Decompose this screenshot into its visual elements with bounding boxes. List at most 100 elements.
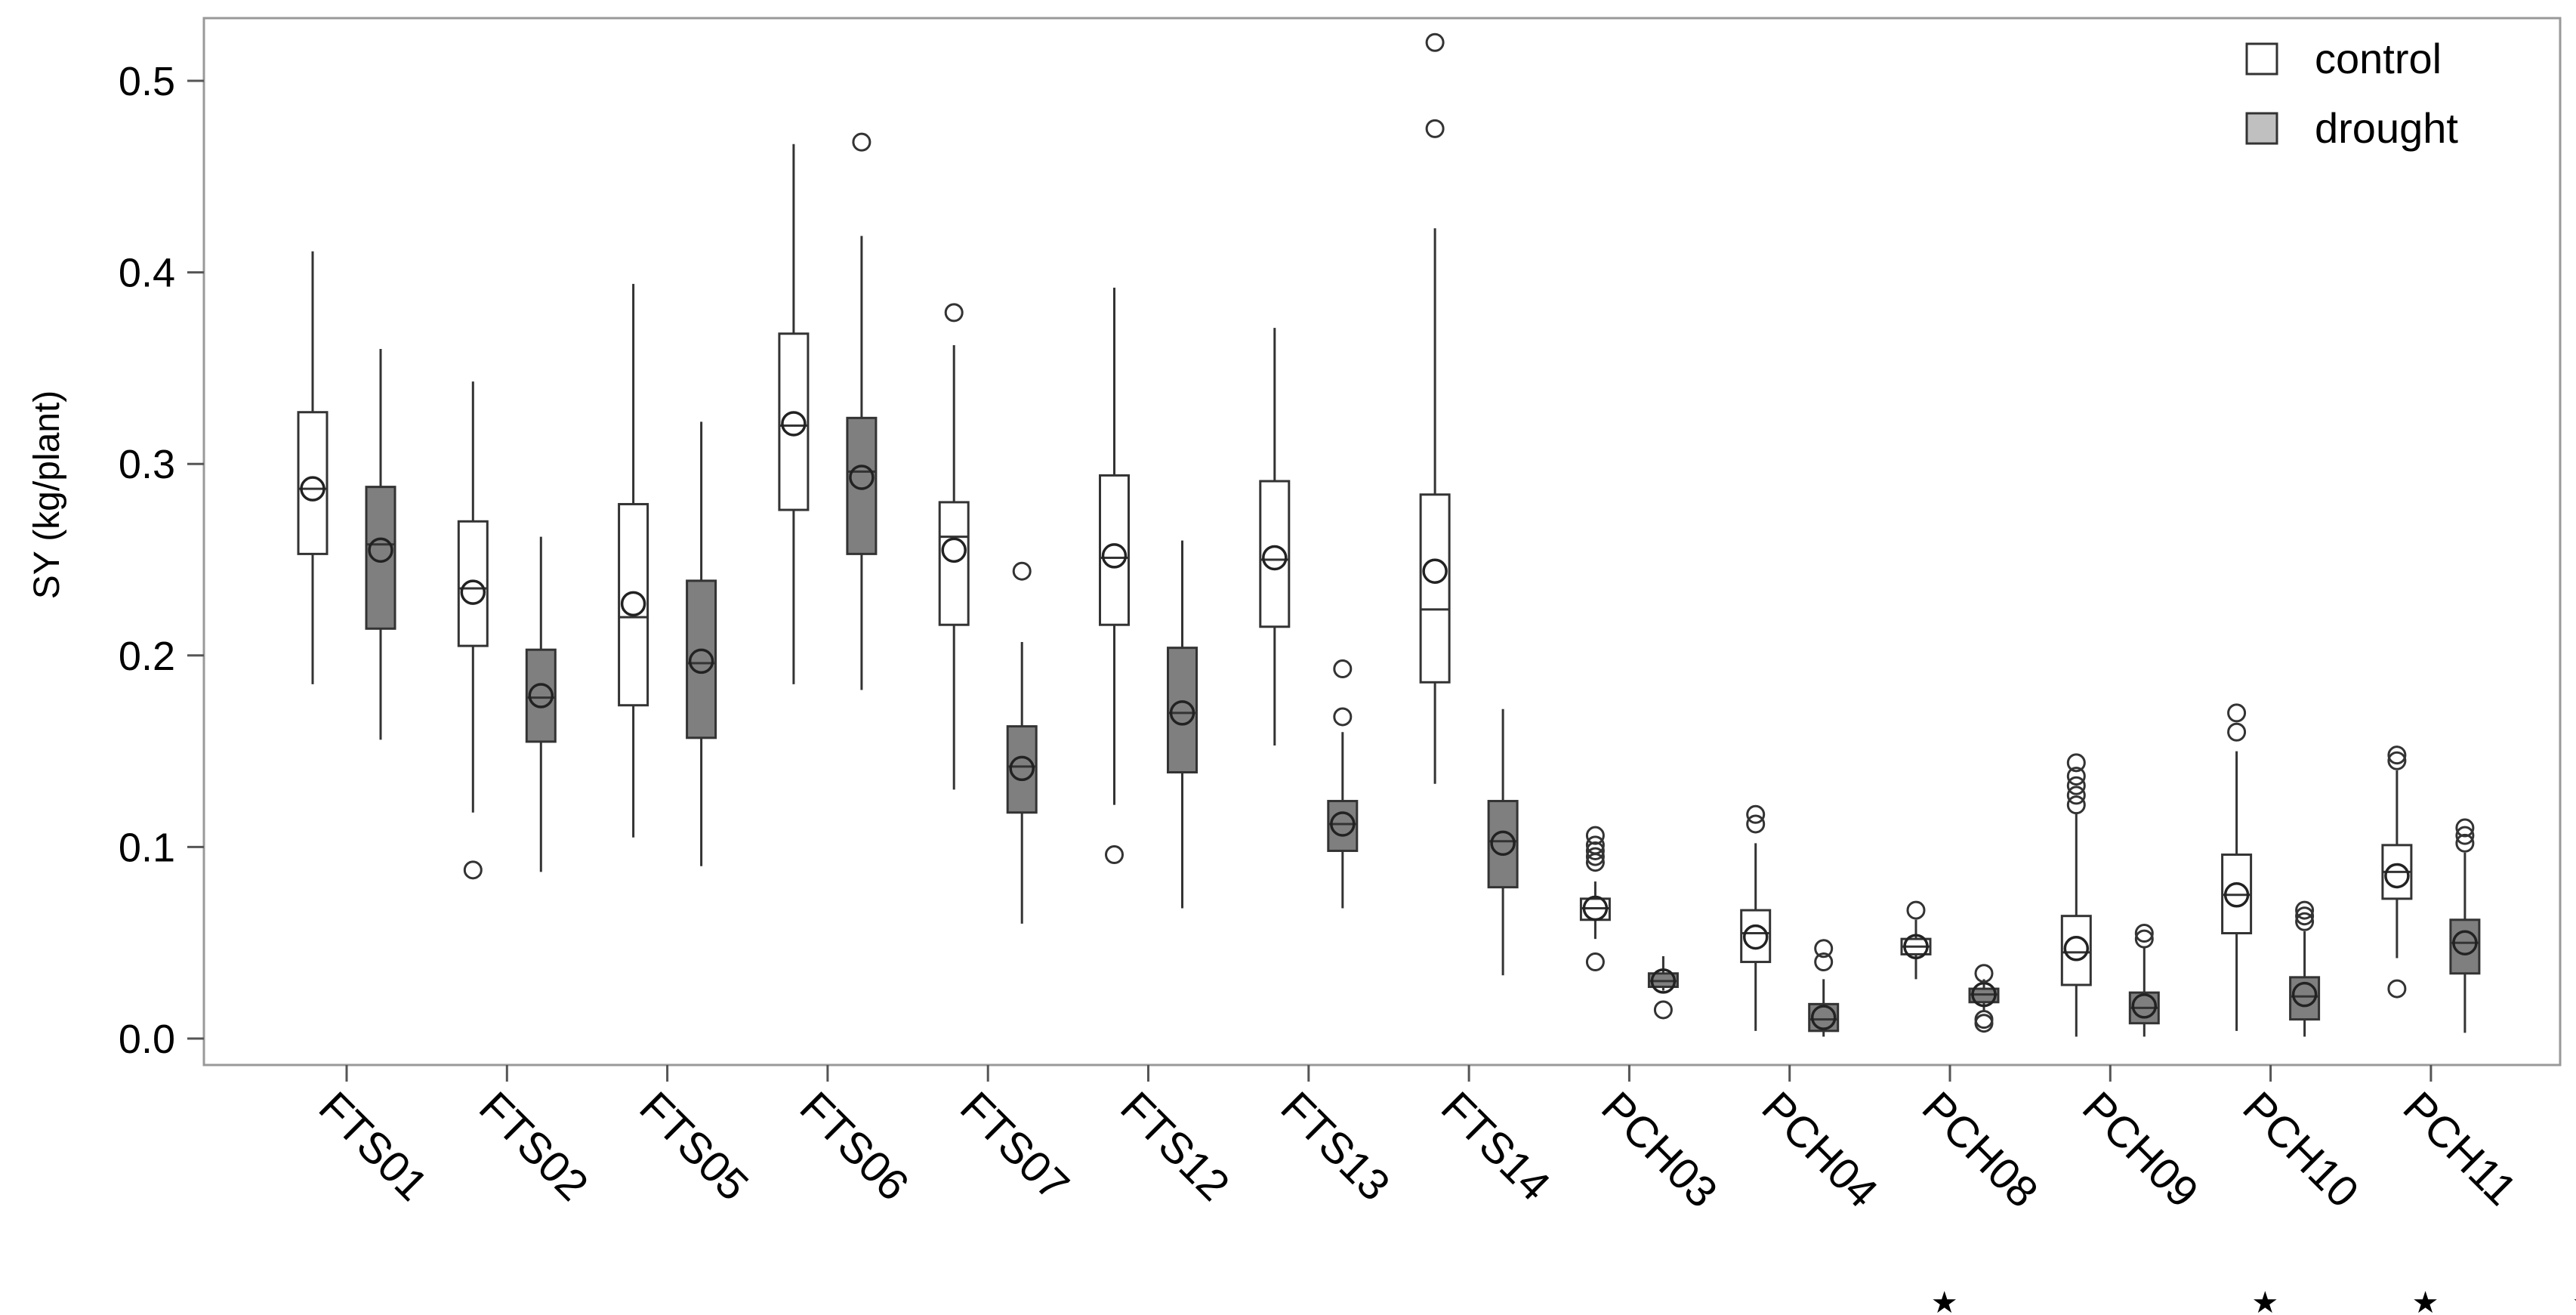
outlier-point [944,303,964,323]
mean-marker [1490,830,1516,857]
y-tick-label: 0.3 [119,442,175,487]
outlier-point [2295,906,2315,926]
control-box-FTS02 [457,381,489,880]
mean-marker [941,537,967,563]
drought-box-PCH09 [2128,924,2160,1037]
outlier-point [2227,722,2247,742]
iqr-box [1740,909,1772,964]
mean-marker [1971,981,1997,1008]
outlier-point [1105,845,1124,865]
legend-swatch-drought [2245,112,2278,145]
iqr-box [1167,647,1198,773]
iqr-box [778,332,810,511]
outlier-point [1746,804,1766,824]
significance-star-icon: ★ [2412,1286,2439,1315]
outlier-point [1814,939,1834,958]
mean-marker [2291,981,2318,1008]
mean-marker [460,579,486,605]
control-box-FTS06 [778,144,810,684]
control-box-FTS13 [1259,328,1291,745]
outlier-point [1585,952,1605,972]
outlier-point [1585,847,1605,866]
outlier-point [2387,745,2407,765]
outlier-point [2134,924,2154,943]
outlier-point [1425,32,1445,52]
mean-marker [1330,811,1356,837]
drought-box-PCH08 [1968,964,2000,1033]
mean-marker [849,465,875,490]
iqr-box [1006,725,1038,814]
drought-box-PCH10 [2289,900,2321,1037]
outlier-point [1974,964,1994,983]
outlier-point [463,860,483,880]
control-box-FTS01 [297,251,329,684]
outlier-point [1333,659,1353,679]
mean-marker [1101,543,1128,569]
outlier-point [2295,900,2315,920]
outlier-point [1746,814,1766,834]
outlier-point [1585,841,1605,860]
mean-marker [2131,993,2158,1019]
outlier-point [1425,119,1445,138]
outlier-point [2066,753,2086,773]
drought-box-FTS12 [1167,540,1198,909]
control-box-FTS05 [618,283,649,838]
outlier-point [1974,1010,1994,1029]
outlier-point [1653,1000,1673,1020]
mean-marker [2063,936,2090,962]
mean-marker [1810,1005,1837,1030]
outlier-point [1585,835,1605,855]
outlier-point [2455,833,2475,853]
significance-star-icon: ★ [1931,1286,1958,1315]
outlier-point [2134,929,2154,949]
iqr-box [1327,800,1359,852]
iqr-box [457,520,489,647]
mean-marker [688,648,714,674]
significance-star-icon: ★ [2251,1286,2278,1315]
outlier-point [2295,912,2315,931]
iqr-box [1808,1002,1840,1033]
control-box-PCH09 [2060,753,2092,1037]
control-box-PCH03 [1579,826,1611,972]
control-box-PCH11 [2381,745,2413,999]
outlier-point [1814,952,1834,972]
control-box-FTS07 [938,303,970,790]
plot-frame [202,17,2562,1067]
mean-marker [2223,882,2250,908]
outlier-point [1585,826,1605,845]
outlier-point [2387,979,2407,999]
mean-marker [620,591,646,617]
outlier-point [1906,900,1926,920]
mean-marker [781,411,807,437]
mean-marker [1650,968,1677,994]
drought-box-FTS01 [365,349,396,740]
drought-box-FTS06 [846,132,878,690]
drought-box-FTS05 [686,421,717,866]
outlier-point [1333,707,1353,727]
y-axis-label: SY (kg/plant) [27,390,67,600]
drought-box-FTS07 [1006,561,1038,924]
y-tick-label: 0.0 [119,1017,175,1062]
outlier-point [2066,795,2086,815]
mean-marker [368,537,393,563]
control-box-PCH04 [1740,804,1772,1031]
iqr-box [2060,915,2092,986]
outlier-point [2066,786,2086,805]
legend-label-drought: drought [2315,104,2458,152]
mean-marker [528,683,554,708]
outlier-point [2455,826,2475,845]
control-box-FTS14 [1419,32,1451,784]
drought-box-PCH11 [2449,818,2481,1033]
mean-marker [1169,700,1195,726]
y-tick-label: 0.2 [119,634,175,679]
drought-box-PCH04 [1808,939,1840,1037]
outlier-point [852,132,872,152]
y-tick-label: 0.5 [119,59,175,104]
control-box-FTS12 [1099,287,1130,865]
mean-marker [2452,930,2478,955]
mean-marker [2384,863,2410,889]
iqr-box [1487,800,1519,889]
